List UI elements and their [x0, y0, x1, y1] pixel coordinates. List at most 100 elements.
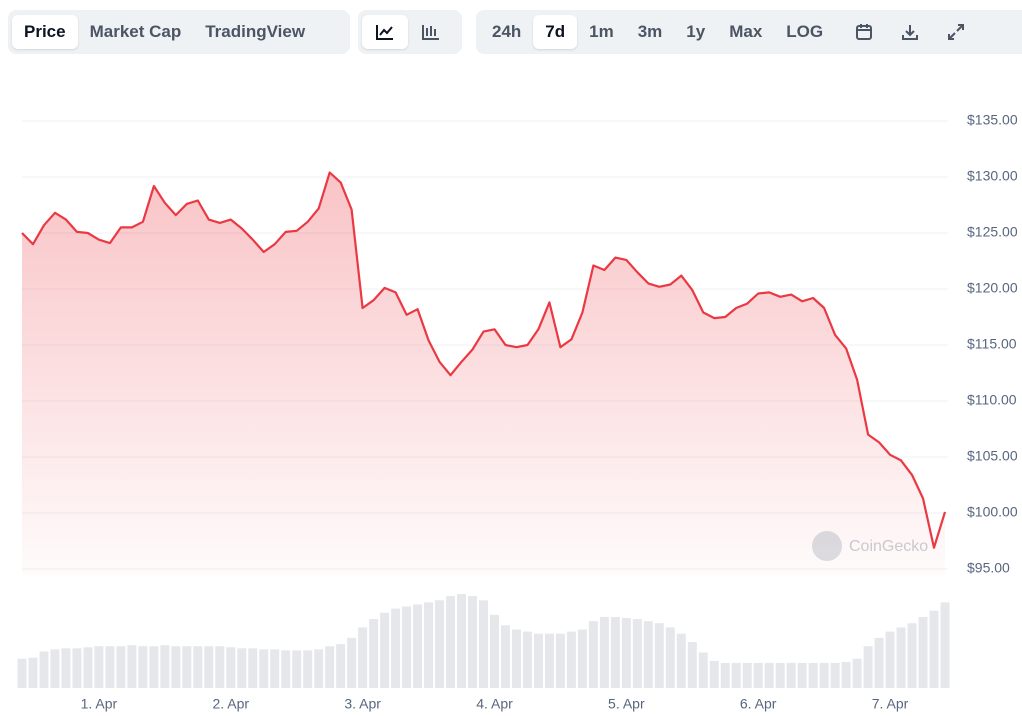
volume-bar [742, 662, 752, 688]
volume-bar [435, 600, 445, 688]
candle-icon [422, 25, 439, 40]
volume-bar [841, 661, 851, 688]
volume-bar [720, 662, 730, 688]
x-tick-label: 7. Apr [872, 696, 909, 712]
x-tick-label: 3. Apr [344, 696, 381, 712]
volume-bar [391, 608, 401, 688]
volume-bar [160, 645, 170, 688]
y-tick-label: $95.00 [967, 560, 1010, 576]
volume-bar [127, 645, 137, 688]
y-tick-label: $115.00 [967, 336, 1017, 352]
download-icon [902, 25, 919, 40]
view-tabs: Price Market Cap TradingView [8, 10, 350, 54]
line-icon [376, 25, 393, 40]
x-tick-label: 4. Apr [476, 696, 513, 712]
volume-bar [116, 646, 126, 688]
volume-bar [303, 650, 313, 688]
volume-bar [632, 619, 642, 688]
volume-bar [369, 619, 379, 688]
volume-bar [402, 606, 412, 688]
tab-button[interactable]: 1y [686, 22, 706, 41]
tab-button[interactable]: 1m [589, 22, 614, 41]
volume-bar [522, 631, 532, 688]
volume-bar [237, 648, 247, 688]
volume-bar [819, 662, 829, 688]
volume-bar [577, 629, 587, 688]
volume-bar [83, 647, 93, 688]
volume-bar [929, 610, 939, 688]
volume-bar [50, 649, 60, 688]
y-tick-label: $130.00 [967, 168, 1018, 184]
price-line [21, 171, 947, 549]
volume-bar [39, 651, 49, 688]
volume-bar [808, 662, 818, 688]
volume-bar [248, 648, 258, 688]
x-tick-label: 2. Apr [212, 696, 249, 712]
volume-bar [259, 649, 269, 688]
volume-bar [72, 648, 82, 688]
y-tick-label: $105.00 [967, 448, 1018, 464]
volume-bar [676, 633, 686, 688]
tab-button[interactable]: 7d [533, 15, 578, 49]
chart-style-tabs [358, 10, 462, 54]
tab-button[interactable]: Max [729, 22, 763, 41]
volume-bar [643, 621, 653, 688]
fullscreen-button[interactable] [933, 15, 979, 49]
x-tick-label: 6. Apr [740, 696, 777, 712]
volume-bar [457, 594, 467, 688]
watermark: CoinGecko [812, 531, 928, 561]
y-tick-label: $120.00 [967, 280, 1018, 296]
volume-bar [17, 658, 27, 688]
volume-bar [852, 658, 862, 688]
volume-bar [61, 648, 71, 688]
volume-bar [775, 662, 785, 688]
volume-bar [325, 646, 335, 688]
volume-bar [863, 646, 873, 688]
volume-bar [797, 662, 807, 688]
volume-bar [226, 647, 236, 688]
volume-bar [28, 657, 38, 688]
tab-button[interactable]: Market Cap [89, 22, 182, 41]
volume-bar [281, 650, 291, 688]
volume-bar [424, 602, 434, 688]
volume-bar [786, 662, 796, 688]
tab-button[interactable]: 3m [637, 22, 663, 41]
y-tick-label: $100.00 [967, 504, 1018, 520]
volume-bar [555, 633, 565, 688]
volume-bar [479, 600, 488, 688]
volume-bar [336, 644, 346, 688]
volume-bar [621, 618, 631, 688]
volume-bar [709, 660, 719, 688]
tab-button[interactable]: 24h [492, 22, 522, 41]
price-area [22, 172, 945, 575]
expand-icon [948, 24, 965, 40]
volume-bar [215, 646, 225, 688]
range-tabs: 24h 7d 1m 3m 1y Max LOG [476, 10, 1022, 54]
tab-button[interactable]: LOG [786, 22, 824, 41]
candle-chart-button[interactable] [408, 15, 454, 49]
volume-bar [874, 637, 884, 688]
volume-bar [588, 621, 598, 688]
volume-bar [347, 637, 357, 688]
volume-bar [138, 646, 148, 688]
volume-bar [380, 612, 390, 688]
volume-bar [940, 602, 950, 688]
watermark-text: CoinGecko [849, 538, 928, 555]
volume-bar [270, 649, 280, 688]
tab-button[interactable]: TradingView [205, 22, 306, 41]
x-tick-label: 5. Apr [608, 696, 645, 712]
volume-bar [918, 616, 928, 688]
volume-bar [182, 646, 192, 688]
calendar-button[interactable] [841, 15, 887, 49]
download-button[interactable] [887, 15, 933, 49]
volume-bar [413, 604, 423, 688]
tab-button[interactable]: Price [12, 15, 78, 49]
volume-bar [731, 662, 741, 688]
y-tick-label: $110.00 [967, 392, 1017, 408]
volume-bar [193, 646, 203, 688]
volume-bar [885, 631, 895, 688]
line-chart-button[interactable] [362, 15, 408, 49]
volume-bar [511, 629, 521, 688]
volume-bar [687, 642, 697, 688]
